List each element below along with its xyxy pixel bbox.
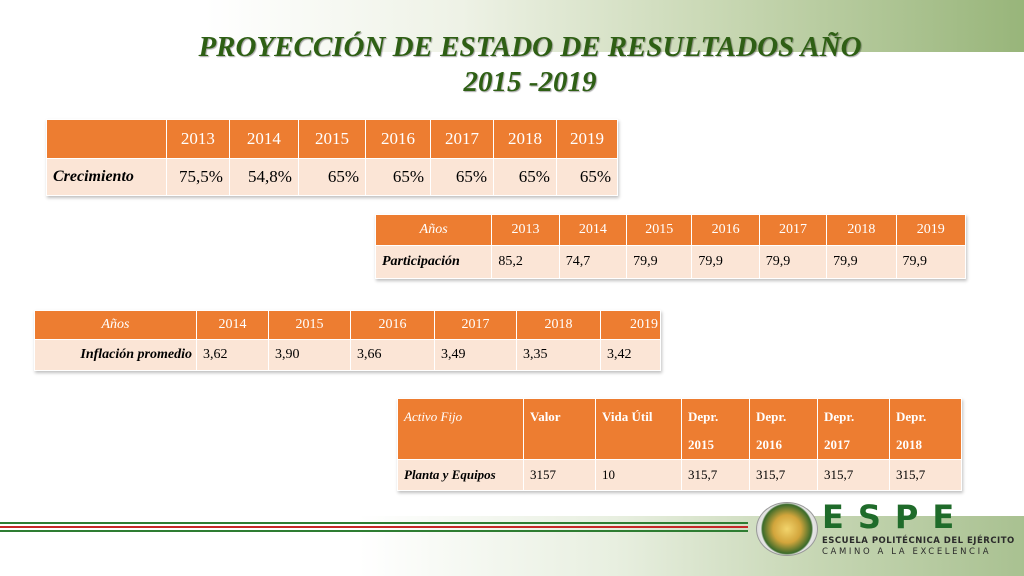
- header-cell: 2017: [434, 310, 517, 340]
- header-cell: Años: [374, 214, 493, 246]
- table-cell: 315,7: [889, 459, 962, 491]
- table-cell: 3,90: [268, 339, 351, 371]
- header-cell: 2014: [558, 214, 628, 246]
- table-row: Crecimiento 75,5% 54,8% 65% 65% 65% 65% …: [46, 158, 619, 196]
- table-cell: 3157: [523, 459, 596, 491]
- table-cell: 3,42: [600, 339, 661, 371]
- table-cell: 315,7: [749, 459, 818, 491]
- table-cell: 65%: [297, 158, 366, 196]
- header-cell: 2016: [364, 119, 432, 159]
- header-cell: Vida Útil: [595, 398, 682, 460]
- table-row: Planta y Equipos 3157 10 315,7 315,7 315…: [397, 459, 962, 491]
- footer-stripe-green: [0, 522, 748, 524]
- top-gradient-band: [0, 0, 1024, 52]
- table-header-row: 2013 2014 2015 2016 2017 2018 2019: [46, 119, 619, 159]
- table-cell: 315,7: [817, 459, 890, 491]
- table-cell: 75,5%: [165, 158, 230, 196]
- table-cell: 315,7: [681, 459, 750, 491]
- header-cell: Activo Fijo: [397, 398, 524, 460]
- table-cell: 79,9: [691, 245, 760, 279]
- table-cell: 3,66: [350, 339, 435, 371]
- header-cell: 2013: [165, 119, 230, 159]
- header-cell: 2015: [297, 119, 366, 159]
- row-label: Planta y Equipos: [397, 459, 524, 491]
- footer-stripe-green-2: [0, 530, 748, 532]
- table-cell: 3,49: [434, 339, 517, 371]
- header-cell: 2013: [491, 214, 560, 246]
- header-cell: 2015: [626, 214, 693, 246]
- header-cell: 2014: [228, 119, 299, 159]
- header-cell: 2019: [555, 119, 619, 159]
- table-cell: 79,9: [626, 245, 693, 279]
- growth-table: 2013 2014 2015 2016 2017 2018 2019 Creci…: [46, 119, 619, 196]
- inflation-table: Años 2014 2015 2016 2017 2018 2019 Infla…: [34, 310, 661, 371]
- table-cell: 79,9: [895, 245, 967, 279]
- table-cell: 65%: [430, 158, 494, 196]
- header-cell: Depr. 2017: [817, 398, 890, 460]
- header-cell: 2016: [350, 310, 435, 340]
- table-cell: 10: [595, 459, 682, 491]
- header-cell: 2018: [492, 119, 557, 159]
- header-cell: 2015: [268, 310, 351, 340]
- row-label: Participación: [374, 245, 493, 279]
- table-cell: 65%: [492, 158, 557, 196]
- title-line-2: 2015 -2019: [463, 66, 597, 98]
- table-row: Inflación promedio 3,62 3,90 3,66 3,49 3…: [34, 339, 661, 371]
- espe-seal-icon: [756, 502, 818, 556]
- header-cell: 2019: [895, 214, 967, 246]
- fixed-assets-table: Activo Fijo Valor Vida Útil Depr. 2015 D…: [397, 398, 962, 491]
- table-row: Participación 85,2 74,7 79,9 79,9 79,9 7…: [374, 245, 967, 279]
- header-cell: Depr. 2016: [749, 398, 818, 460]
- table-cell: 54,8%: [228, 158, 299, 196]
- table-cell: 3,35: [516, 339, 601, 371]
- table-header-row: Activo Fijo Valor Vida Útil Depr. 2015 D…: [397, 398, 962, 460]
- table-cell: 85,2: [491, 245, 560, 279]
- logo-line-2: CAMINO A LA EXCELENCIA: [822, 547, 992, 557]
- table-cell: 79,9: [758, 245, 828, 279]
- table-cell: 79,9: [826, 245, 897, 279]
- header-cell: Depr. 2018: [889, 398, 962, 460]
- table-cell: 65%: [555, 158, 619, 196]
- logo-line-1: ESCUELA POLITÉCNICA DEL EJÉRCITO: [822, 536, 1015, 546]
- table-cell: 65%: [364, 158, 432, 196]
- header-cell: 2017: [758, 214, 828, 246]
- table-cell: 3,62: [196, 339, 269, 371]
- header-cell: Años: [34, 310, 197, 340]
- header-cell: Depr. 2015: [681, 398, 750, 460]
- row-label: Crecimiento: [46, 158, 167, 196]
- page-title: PROYECCIÓN DE ESTADO DE RESULTADOS AÑO 2…: [150, 30, 910, 100]
- footer-stripe-red: [0, 526, 748, 528]
- header-cell: [46, 119, 167, 159]
- table-cell: 74,7: [558, 245, 628, 279]
- participation-table: Años 2013 2014 2015 2016 2017 2018 2019 …: [374, 214, 967, 279]
- title-line-1: PROYECCIÓN DE ESTADO DE RESULTADOS AÑO: [198, 31, 862, 63]
- header-cell: Valor: [523, 398, 596, 460]
- header-cell: 2014: [196, 310, 269, 340]
- header-cell: 2018: [516, 310, 601, 340]
- header-cell: 2017: [430, 119, 494, 159]
- logo-letters: ESPE: [822, 498, 969, 536]
- table-header-row: Años 2014 2015 2016 2017 2018 2019: [34, 310, 661, 340]
- header-cell: 2019: [600, 310, 661, 340]
- table-header-row: Años 2013 2014 2015 2016 2017 2018 2019: [374, 214, 967, 246]
- row-label: Inflación promedio: [34, 339, 197, 371]
- header-cell: 2018: [826, 214, 897, 246]
- header-cell: 2016: [691, 214, 760, 246]
